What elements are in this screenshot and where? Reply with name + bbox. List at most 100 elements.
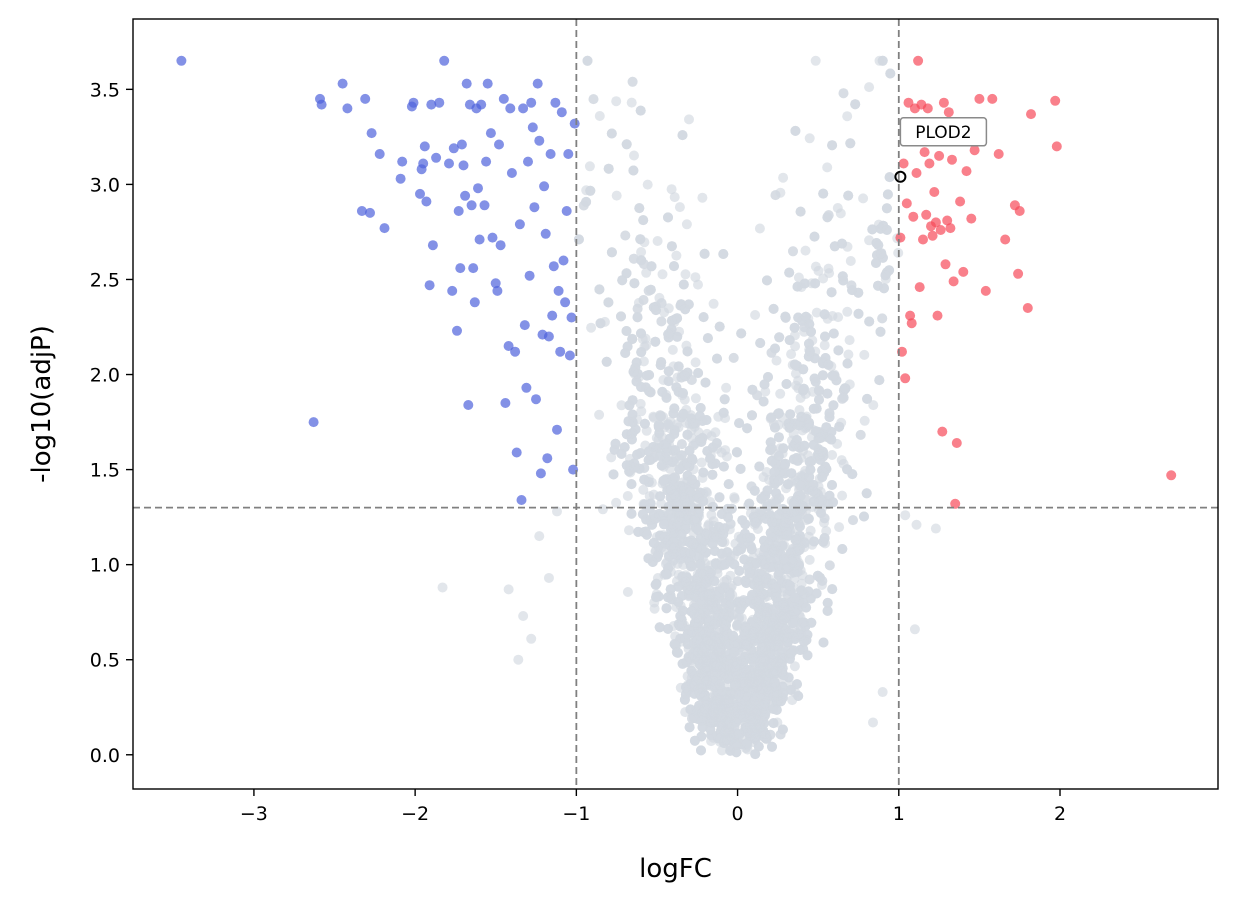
ns-point	[594, 409, 605, 420]
ns-point	[643, 553, 654, 564]
ns-point	[810, 55, 821, 66]
ns-point	[663, 376, 674, 387]
ns-point	[824, 408, 835, 419]
ns-point	[690, 272, 701, 283]
ns-point	[656, 316, 667, 327]
ns-point	[730, 680, 740, 691]
ns-point	[666, 184, 677, 195]
ns-point	[657, 269, 668, 280]
ns-point	[753, 741, 764, 752]
ns-point	[880, 270, 891, 281]
ns-point	[692, 635, 703, 646]
ns-point	[884, 172, 895, 183]
ns-point	[868, 400, 879, 411]
ns-point	[707, 469, 718, 480]
ns-point	[757, 674, 768, 684]
ns-point	[805, 525, 816, 536]
ns-point	[680, 689, 691, 700]
ns-point	[848, 515, 858, 526]
ns-point	[792, 455, 803, 466]
ns-point	[773, 475, 784, 486]
ns-point	[636, 328, 646, 339]
ns-point	[690, 357, 701, 368]
ns-point	[735, 604, 746, 615]
ns-point	[606, 247, 617, 258]
ns-point	[718, 249, 729, 259]
ns-point	[671, 250, 682, 261]
ns-point	[771, 355, 782, 366]
ns-point	[842, 306, 853, 317]
ns-point	[827, 450, 838, 460]
ns-point	[781, 379, 792, 389]
ns-point	[661, 603, 672, 614]
ns-point	[809, 536, 820, 547]
ns-point	[754, 223, 765, 234]
ns-point	[663, 212, 673, 223]
ns-point	[586, 322, 597, 333]
ns-point	[871, 258, 881, 268]
ns-point	[695, 403, 706, 413]
ns-point	[669, 429, 680, 439]
ns-point	[635, 105, 646, 116]
ns-point	[818, 273, 829, 284]
ns-point	[678, 408, 689, 419]
ns-point	[874, 375, 885, 386]
ns-point	[626, 479, 637, 490]
ns-point	[663, 329, 674, 340]
ns-point	[697, 192, 708, 203]
ns-point	[820, 331, 830, 342]
ns-point	[858, 193, 869, 204]
ns-point	[716, 447, 727, 458]
ns-point	[747, 384, 758, 395]
ns-point	[864, 316, 875, 327]
ns-point	[682, 514, 693, 525]
ns-point	[708, 298, 719, 309]
ns-point	[847, 469, 858, 480]
ns-point	[611, 190, 622, 201]
ns-point	[642, 179, 653, 190]
ns-point	[667, 521, 677, 532]
ns-point	[769, 467, 780, 477]
ns-point	[621, 326, 632, 336]
ns-point	[819, 309, 830, 320]
ns-point	[682, 639, 693, 650]
ns-point	[790, 125, 801, 136]
ns-point	[758, 396, 769, 407]
ns-point	[822, 597, 833, 608]
ns-point	[766, 455, 777, 466]
ns-point	[816, 446, 827, 457]
ns-point	[611, 497, 622, 508]
ns-point	[819, 340, 830, 351]
ns-point	[697, 433, 708, 443]
ns-point	[717, 745, 727, 756]
ns-point	[686, 665, 697, 676]
ns-point	[732, 546, 743, 557]
ns-point	[754, 461, 765, 472]
ns-point	[835, 208, 846, 219]
ns-point	[765, 445, 776, 455]
ns-point	[877, 313, 888, 324]
ns-point	[636, 347, 647, 358]
ns-point	[652, 236, 663, 246]
ns-point	[714, 492, 725, 503]
ns-point	[616, 311, 626, 322]
ns-point	[610, 438, 621, 449]
ns-point	[795, 206, 806, 217]
ns-point	[654, 622, 665, 633]
ns-point	[732, 576, 743, 587]
ns-point	[855, 429, 866, 440]
ns-point	[750, 310, 761, 320]
ns-point	[608, 469, 619, 480]
ns-point	[695, 559, 706, 570]
ns-point	[681, 682, 691, 693]
ns-point	[814, 394, 824, 405]
ns-point	[768, 303, 779, 314]
ns-point	[681, 219, 692, 230]
ns-point	[804, 319, 815, 330]
ns-point	[722, 503, 733, 514]
ns-point	[668, 408, 679, 419]
ns-point	[770, 190, 781, 201]
ns-point	[762, 501, 773, 512]
ns-point	[649, 603, 660, 614]
ns-point	[699, 248, 710, 259]
